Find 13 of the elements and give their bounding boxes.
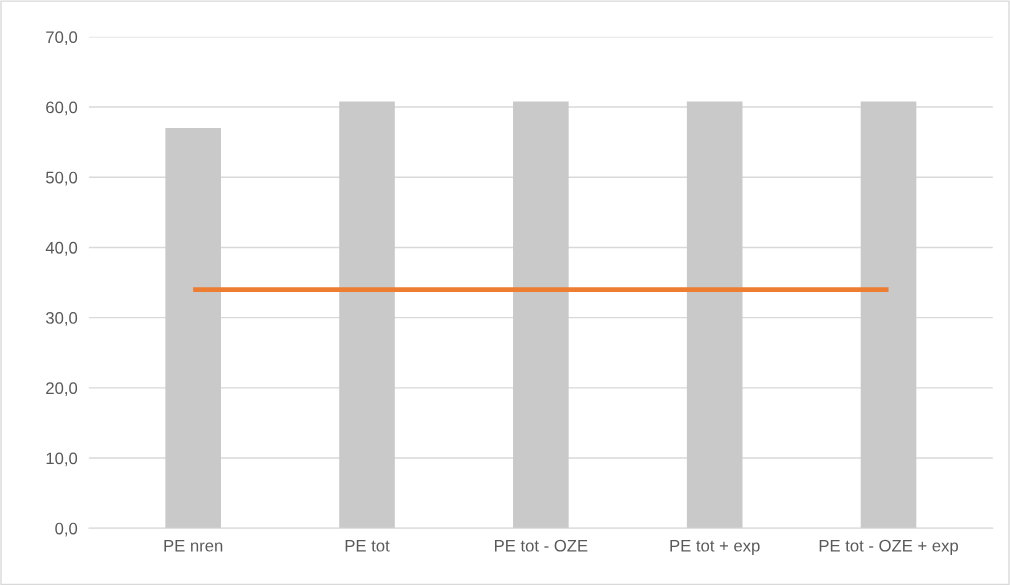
x-tick-label: PE tot: [345, 539, 390, 552]
y-tick-label: 70,0: [46, 31, 78, 46]
y-tick-label: 50,0: [46, 171, 78, 186]
y-tick-label: 20,0: [46, 382, 78, 397]
y-tick-label: 40,0: [45, 241, 78, 256]
y-tick-label: 0,0: [55, 522, 78, 537]
x-tick-label: PE tot + exp: [670, 539, 760, 555]
y-tick-label: 60,0: [46, 101, 78, 116]
x-tick-label: PE tot - OZE: [494, 539, 588, 552]
x-tick-label: PE nren: [164, 539, 223, 552]
y-tick-label: 10,0: [46, 452, 78, 467]
y-tick-label: 30,0: [45, 312, 78, 326]
x-tick-label: PE tot - OZE + exp: [819, 539, 958, 555]
